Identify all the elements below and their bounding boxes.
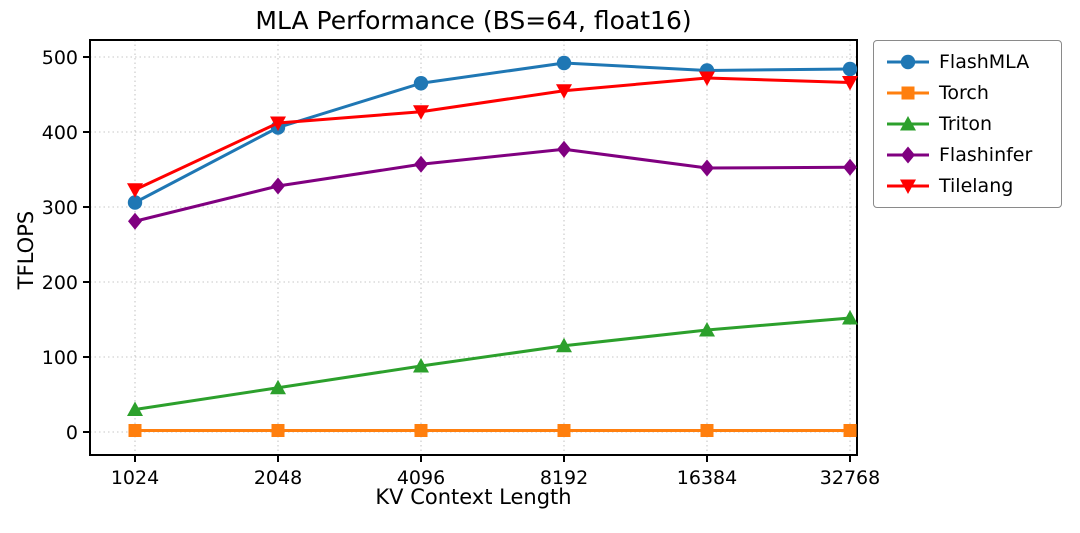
- marker-triton: [413, 358, 429, 373]
- chart-title: MLA Performance (BS=64, float16): [255, 6, 692, 35]
- axes-spines: [89, 39, 858, 456]
- marker-tilelang: [270, 116, 286, 131]
- x-tick-label: 8192: [540, 467, 588, 489]
- legend-label: Flashinfer: [939, 144, 1033, 166]
- legend-marker-square-icon: [887, 86, 929, 100]
- series-line-flashinfer: [133, 147, 852, 223]
- marker-flashinfer: [557, 140, 571, 158]
- series-line-tilelang: [133, 76, 852, 192]
- marker-tilelang: [842, 76, 858, 91]
- marker-triton: [699, 322, 715, 337]
- marker-torch: [700, 424, 714, 437]
- legend-marker-tilelang: [900, 179, 916, 194]
- legend-item-triton: Triton: [886, 113, 1049, 135]
- marker-flashinfer: [843, 158, 857, 176]
- y-tick-label: 300: [42, 197, 78, 219]
- legend-marker-torch: [901, 86, 915, 100]
- marker-triton: [556, 337, 572, 353]
- y-tick-label: 200: [42, 272, 78, 294]
- legend-item-flashinfer: Flashinfer: [886, 144, 1049, 166]
- marker-tilelang: [127, 183, 143, 198]
- y-tick-label: 500: [42, 47, 78, 69]
- legend-marker-triangle-down-icon: [887, 179, 929, 194]
- marker-tilelang: [413, 105, 429, 120]
- marker-flashinfer: [700, 159, 714, 177]
- marker-torch: [128, 424, 142, 437]
- marker-flashinfer: [271, 177, 285, 195]
- marker-tilelang: [699, 71, 715, 86]
- marker-torch: [557, 424, 571, 437]
- marker-flashmla: [556, 55, 572, 71]
- marker-triton: [127, 401, 143, 416]
- x-tick-label: 4096: [397, 467, 445, 489]
- legend-marker-triangle-up-icon: [887, 116, 929, 131]
- legend-label: Tilelang: [939, 175, 1014, 197]
- marker-flashmla: [842, 61, 858, 77]
- marker-torch: [843, 424, 857, 437]
- legend-marker-diamond-icon: [887, 146, 929, 164]
- y-tick-label: 400: [42, 122, 78, 144]
- series-line-flashmla: [133, 61, 852, 204]
- legend-label: Triton: [939, 113, 993, 135]
- marker-triton: [842, 310, 858, 325]
- legend-item-tilelang: Tilelang: [886, 175, 1049, 197]
- legend-item-torch: Torch: [886, 82, 1049, 104]
- marker-tilelang: [556, 84, 572, 99]
- y-tick-label: 0: [66, 422, 78, 444]
- legend: FlashMLA Torch Triton Flashinfer Tilelang: [873, 40, 1062, 208]
- x-tick-label: 1024: [111, 467, 159, 489]
- x-tick-label: 16384: [677, 467, 737, 489]
- marker-flashmla: [127, 195, 143, 210]
- marker-flashmla: [413, 76, 429, 91]
- x-axis-label: KV Context Length: [375, 485, 572, 509]
- marker-flashinfer: [414, 155, 428, 173]
- legend-marker-flashinfer: [901, 146, 915, 164]
- legend-item-flashmla: FlashMLA: [886, 51, 1049, 73]
- series-line-triton: [133, 316, 852, 411]
- legend-marker-triton: [900, 116, 916, 131]
- legend-label: FlashMLA: [939, 51, 1030, 73]
- legend-marker-flashmla: [900, 54, 916, 70]
- marker-torch: [414, 424, 428, 437]
- legend-marker-circle-icon: [887, 54, 929, 70]
- marker-triton: [270, 379, 286, 395]
- x-tick-label: 32768: [820, 467, 880, 489]
- marker-flashinfer: [128, 212, 142, 230]
- y-tick-label: 100: [42, 347, 78, 369]
- marker-torch: [271, 424, 285, 437]
- legend-label: Torch: [939, 82, 989, 104]
- x-tick-label: 2048: [254, 467, 302, 489]
